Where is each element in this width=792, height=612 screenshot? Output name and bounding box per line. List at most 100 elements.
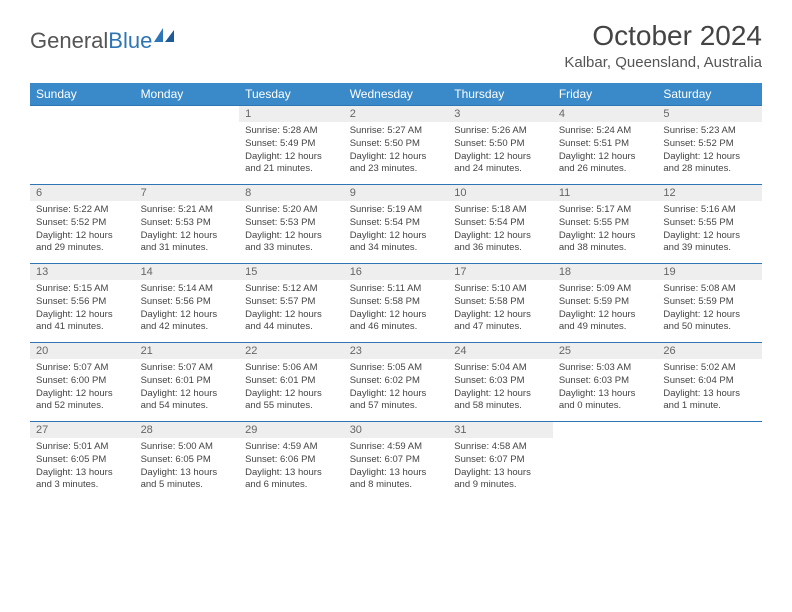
day-detail: Sunrise: 5:21 AMSunset: 5:53 PMDaylight:… [135, 201, 240, 261]
sunset-line: Sunset: 6:03 PM [559, 375, 652, 388]
sunrise-value: 5:02 AM [701, 362, 736, 373]
sunset-line: Sunset: 5:55 PM [559, 217, 652, 230]
day-detail: Sunrise: 4:58 AMSunset: 6:07 PMDaylight:… [448, 438, 553, 498]
day-number-empty [657, 421, 762, 438]
day-number-empty [135, 105, 240, 122]
daylight-line: Daylight: 12 hours and 46 minutes. [350, 309, 443, 335]
day-detail: Sunrise: 5:18 AMSunset: 5:54 PMDaylight:… [448, 201, 553, 261]
sunrise-line: Sunrise: 5:16 AM [663, 204, 756, 217]
daylight-line: Daylight: 12 hours and 41 minutes. [36, 309, 129, 335]
daylight-line: Daylight: 12 hours and 50 minutes. [663, 309, 756, 335]
daylight-line: Daylight: 12 hours and 44 minutes. [245, 309, 338, 335]
sunrise-value: 5:15 AM [74, 283, 109, 294]
month-title: October 2024 [564, 20, 762, 52]
daylight-line: Daylight: 12 hours and 47 minutes. [454, 309, 547, 335]
daylight-line: Daylight: 12 hours and 29 minutes. [36, 230, 129, 256]
sunrise-value: 5:11 AM [387, 283, 421, 294]
daylight-line: Daylight: 12 hours and 58 minutes. [454, 388, 547, 414]
sunset-line: Sunset: 5:56 PM [36, 296, 129, 309]
sunrise-line: Sunrise: 5:07 AM [36, 362, 129, 375]
daylight-line: Daylight: 13 hours and 1 minute. [663, 388, 756, 414]
sunrise-value: 5:22 AM [74, 204, 109, 215]
sunrise-value: 5:01 AM [74, 441, 109, 452]
daylight-line: Daylight: 12 hours and 55 minutes. [245, 388, 338, 414]
sunset-value: 5:56 PM [175, 296, 210, 307]
day-number: 4 [553, 105, 658, 122]
sunrise-value: 5:03 AM [596, 362, 631, 373]
sunrise-line: Sunrise: 5:09 AM [559, 283, 652, 296]
day-detail: Sunrise: 4:59 AMSunset: 6:06 PMDaylight:… [239, 438, 344, 498]
sunset-line: Sunset: 5:59 PM [663, 296, 756, 309]
daylight-line: Daylight: 12 hours and 49 minutes. [559, 309, 652, 335]
sunrise-value: 5:12 AM [283, 283, 318, 294]
daylight-line: Daylight: 12 hours and 34 minutes. [350, 230, 443, 256]
sunrise-line: Sunrise: 5:04 AM [454, 362, 547, 375]
logo: GeneralBlue [30, 28, 174, 54]
sunrise-line: Sunrise: 4:59 AM [245, 441, 338, 454]
sunrise-value: 5:20 AM [283, 204, 318, 215]
sunrise-line: Sunrise: 5:14 AM [141, 283, 234, 296]
day-detail: Sunrise: 5:07 AMSunset: 6:00 PMDaylight:… [30, 359, 135, 419]
sunrise-line: Sunrise: 5:02 AM [663, 362, 756, 375]
sunset-value: 6:05 PM [71, 454, 106, 465]
day-number: 11 [553, 184, 658, 201]
sunrise-line: Sunrise: 5:05 AM [350, 362, 443, 375]
sunset-line: Sunset: 6:02 PM [350, 375, 443, 388]
day-detail: Sunrise: 5:19 AMSunset: 5:54 PMDaylight:… [344, 201, 449, 261]
day-number: 16 [344, 263, 449, 280]
day-header: Friday [553, 83, 658, 105]
day-detail: Sunrise: 5:02 AMSunset: 6:04 PMDaylight:… [657, 359, 762, 419]
sunrise-line: Sunrise: 5:27 AM [350, 125, 443, 138]
day-detail: Sunrise: 5:04 AMSunset: 6:03 PMDaylight:… [448, 359, 553, 419]
sunrise-value: 5:04 AM [492, 362, 527, 373]
sunset-value: 5:50 PM [489, 138, 524, 149]
sunrise-line: Sunrise: 5:03 AM [559, 362, 652, 375]
location: Kalbar, Queensland, Australia [564, 54, 762, 71]
day-detail: Sunrise: 5:10 AMSunset: 5:58 PMDaylight:… [448, 280, 553, 340]
day-header: Saturday [657, 83, 762, 105]
sunrise-value: 5:21 AM [178, 204, 213, 215]
sunset-line: Sunset: 5:56 PM [141, 296, 234, 309]
sunset-line: Sunset: 5:54 PM [454, 217, 547, 230]
sunset-line: Sunset: 6:04 PM [663, 375, 756, 388]
day-number: 2 [344, 105, 449, 122]
sunset-value: 5:55 PM [698, 217, 733, 228]
sunrise-line: Sunrise: 5:01 AM [36, 441, 129, 454]
sunrise-line: Sunrise: 5:10 AM [454, 283, 547, 296]
sunset-value: 6:01 PM [175, 375, 210, 386]
sunset-line: Sunset: 6:07 PM [454, 454, 547, 467]
week-daynum-row: 2728293031 [30, 421, 762, 438]
week-detail-row: Sunrise: 5:01 AMSunset: 6:05 PMDaylight:… [30, 438, 762, 500]
day-detail: Sunrise: 5:00 AMSunset: 6:05 PMDaylight:… [135, 438, 240, 498]
sunrise-line: Sunrise: 5:24 AM [559, 125, 652, 138]
sunrise-line: Sunrise: 5:20 AM [245, 204, 338, 217]
sunset-value: 5:50 PM [385, 138, 420, 149]
day-number: 22 [239, 342, 344, 359]
title-block: October 2024 Kalbar, Queensland, Austral… [564, 20, 762, 71]
sunrise-value: 5:24 AM [596, 125, 631, 136]
sunset-line: Sunset: 5:58 PM [350, 296, 443, 309]
week-daynum-row: 6789101112 [30, 184, 762, 201]
day-number: 24 [448, 342, 553, 359]
sunset-value: 6:04 PM [698, 375, 733, 386]
sunrise-line: Sunrise: 5:15 AM [36, 283, 129, 296]
day-number: 18 [553, 263, 658, 280]
day-detail: Sunrise: 5:03 AMSunset: 6:03 PMDaylight:… [553, 359, 658, 419]
sunset-line: Sunset: 6:00 PM [36, 375, 129, 388]
day-number: 3 [448, 105, 553, 122]
sunrise-value: 5:28 AM [283, 125, 318, 136]
daylight-line: Daylight: 13 hours and 0 minutes. [559, 388, 652, 414]
day-header: Thursday [448, 83, 553, 105]
day-number: 30 [344, 421, 449, 438]
day-number: 8 [239, 184, 344, 201]
sunset-line: Sunset: 5:54 PM [350, 217, 443, 230]
day-detail: Sunrise: 5:11 AMSunset: 5:58 PMDaylight:… [344, 280, 449, 340]
daylight-line: Daylight: 12 hours and 31 minutes. [141, 230, 234, 256]
week-detail-row: Sunrise: 5:15 AMSunset: 5:56 PMDaylight:… [30, 280, 762, 342]
sunrise-value: 5:17 AM [596, 204, 631, 215]
sunset-value: 6:03 PM [594, 375, 629, 386]
sunset-line: Sunset: 6:05 PM [36, 454, 129, 467]
sunset-value: 5:58 PM [489, 296, 524, 307]
sunrise-value: 5:26 AM [492, 125, 527, 136]
day-detail: Sunrise: 5:14 AMSunset: 5:56 PMDaylight:… [135, 280, 240, 340]
